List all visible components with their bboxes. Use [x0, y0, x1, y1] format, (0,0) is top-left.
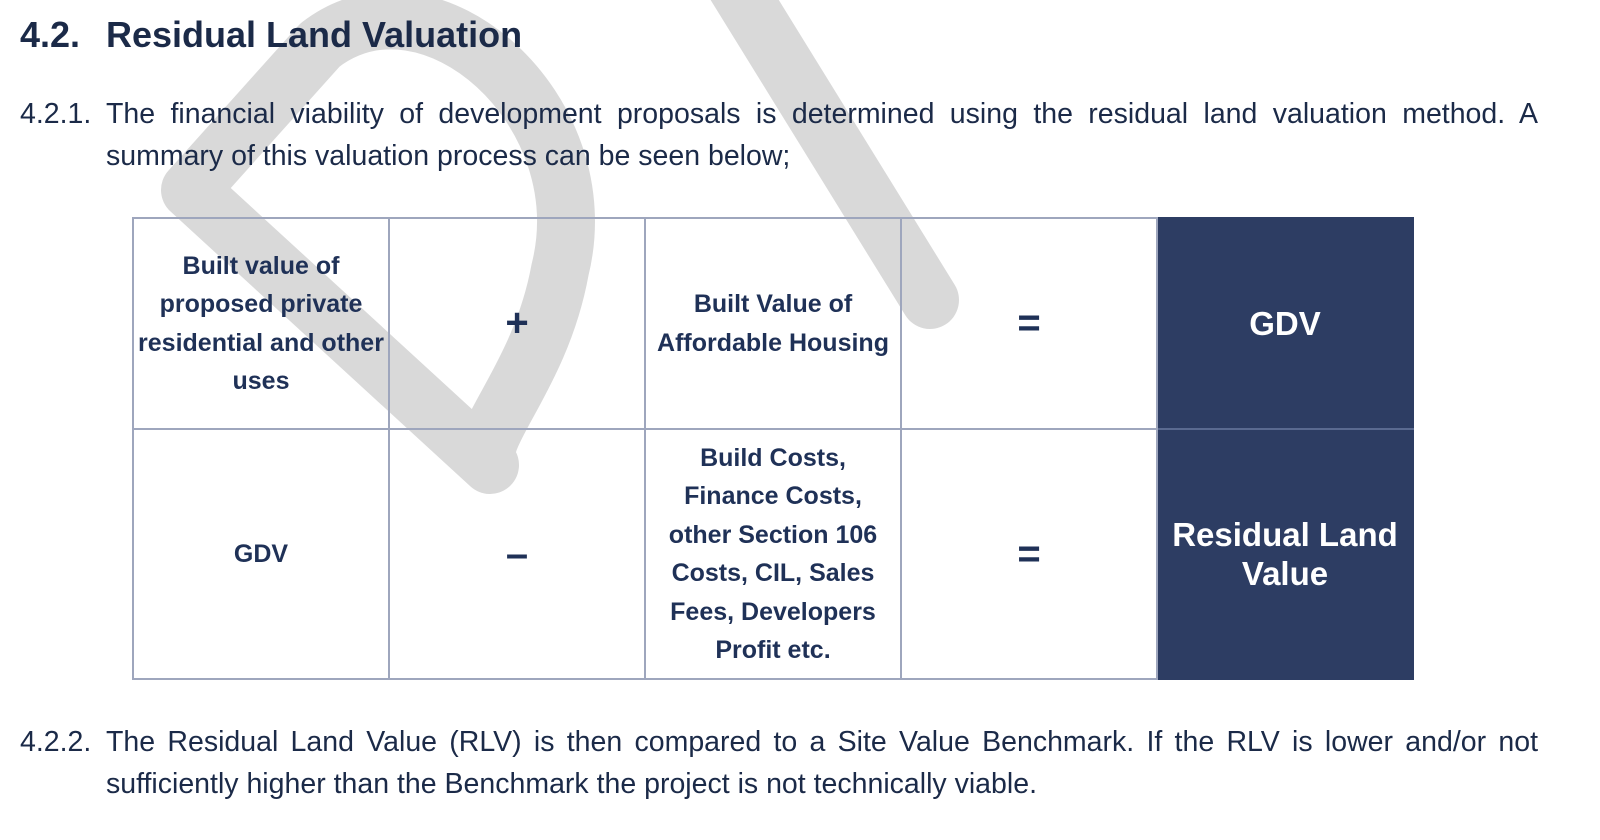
- gdv-result-cell: GDV: [1156, 217, 1414, 430]
- paragraph-number: 4.2.2.: [20, 726, 92, 758]
- section-title: Residual Land Valuation: [106, 14, 523, 55]
- table-row: GDV – Build Costs, Finance Costs, other …: [132, 428, 1414, 680]
- costs-cell: Build Costs, Finance Costs, other Sectio…: [644, 428, 902, 680]
- section-number: 4.2.: [20, 14, 81, 55]
- plus-operator: +: [388, 217, 646, 430]
- paragraph-4-2-1: 4.2.1. The financial viability of develo…: [20, 93, 1538, 177]
- residual-land-value-result-cell: Residual Land Value: [1156, 428, 1414, 680]
- paragraph-number: 4.2.1.: [20, 98, 92, 130]
- paragraph-text: The financial viability of development p…: [106, 98, 1538, 172]
- private-residential-value-cell: Built value of proposed private resident…: [132, 217, 390, 430]
- minus-operator: –: [388, 428, 646, 680]
- valuation-flow-table: Built value of proposed private resident…: [132, 217, 1414, 680]
- equals-operator: =: [900, 217, 1158, 430]
- paragraph-4-2-2: 4.2.2. The Residual Land Value (RLV) is …: [20, 721, 1538, 805]
- affordable-housing-value-cell: Built Value of Affordable Housing: [644, 217, 902, 430]
- paragraph-text: The Residual Land Value (RLV) is then co…: [106, 726, 1538, 800]
- section-heading: 4.2. Residual Land Valuation: [20, 14, 522, 56]
- equals-operator: =: [900, 428, 1158, 680]
- table-row: Built value of proposed private resident…: [132, 217, 1414, 430]
- gdv-cell: GDV: [132, 428, 390, 680]
